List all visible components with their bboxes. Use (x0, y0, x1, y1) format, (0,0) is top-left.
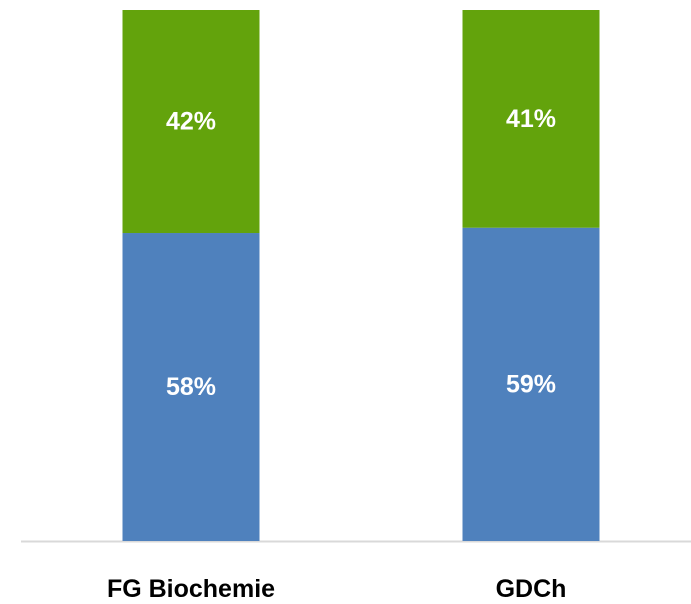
category-label-1: GDCh (496, 575, 567, 603)
data-label-lower-0: 58% (166, 373, 216, 401)
data-labels-group: 58% 42% 59% 41% (166, 105, 556, 401)
category-label-0: FG Biochemie (107, 575, 275, 603)
bar-segment-lower-1 (462, 227, 600, 541)
bar-segment-lower-0 (122, 233, 260, 541)
bar-segment-upper-0 (122, 10, 260, 234)
category-labels-group: FG Biochemie GDCh (107, 575, 566, 603)
bar-segment-upper-1 (462, 10, 600, 228)
bars-group (122, 10, 600, 541)
data-label-lower-1: 59% (506, 370, 556, 398)
data-label-upper-0: 42% (166, 108, 216, 136)
data-label-upper-1: 41% (506, 105, 556, 133)
